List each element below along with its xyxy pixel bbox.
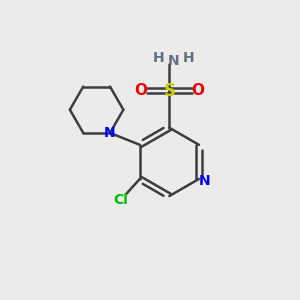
- Text: N: N: [168, 53, 180, 68]
- Text: H: H: [183, 51, 194, 65]
- Text: H: H: [153, 51, 165, 65]
- Text: S: S: [163, 82, 175, 100]
- Text: N: N: [104, 126, 116, 140]
- Text: O: O: [134, 83, 147, 98]
- Text: O: O: [192, 83, 205, 98]
- Text: N: N: [199, 174, 210, 188]
- Text: Cl: Cl: [113, 193, 128, 207]
